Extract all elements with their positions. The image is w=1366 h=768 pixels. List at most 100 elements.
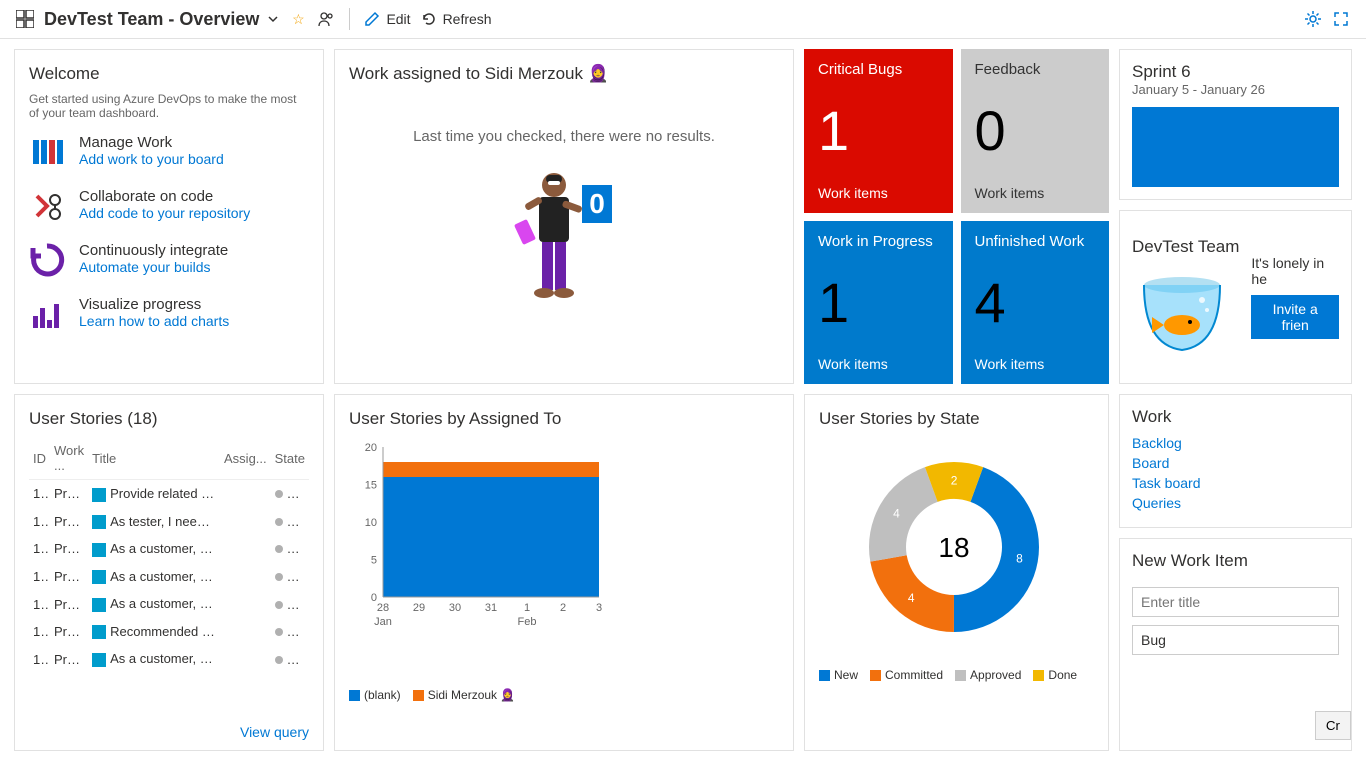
tile-subtitle: Work items (818, 185, 939, 201)
stories-table: IDWork ...TitleAssig...State 1531Produ..… (29, 437, 309, 673)
work-link[interactable]: Queries (1132, 495, 1339, 511)
state-chart-title: User Stories by State (819, 409, 1094, 429)
chevron-down-icon (267, 13, 279, 25)
tile-title: Feedback (975, 61, 1096, 78)
table-row[interactable]: 1532Produ...As tester, I need to test t.… (29, 508, 309, 536)
tile-value: 1 (818, 103, 939, 159)
state-dot-icon (275, 656, 283, 664)
dashboard-icon (16, 10, 34, 28)
welcome-item: Continuously integrateAutomate your buil… (29, 242, 309, 278)
welcome-item-link[interactable]: Learn how to add charts (79, 313, 229, 329)
tile-title: Work in Progress (818, 233, 939, 250)
assigned-chart: 0510152028Jan2930311Feb23 (349, 437, 639, 677)
new-item-type-select[interactable]: Bug (1132, 625, 1339, 655)
page-title[interactable]: DevTest Team - Overview (44, 9, 279, 30)
state-dot-icon (275, 628, 283, 636)
assigned-title: Work assigned to Sidi Merzouk 🧕 (349, 64, 779, 84)
assigned-illustration: 0 (349, 165, 779, 315)
svg-text:2: 2 (951, 474, 958, 488)
favorite-star-icon[interactable]: ☆ (289, 10, 307, 28)
state-dot-icon (275, 601, 283, 609)
table-row[interactable]: 1533Produ...As a customer, I should ...N… (29, 535, 309, 563)
column-header[interactable]: State (271, 437, 309, 480)
sprint-burndown-bar (1132, 107, 1339, 187)
tile-subtitle: Work items (975, 356, 1096, 372)
metric-tile[interactable]: Feedback 0 Work items (961, 49, 1110, 213)
stories-title: User Stories (18) (29, 409, 309, 429)
work-link[interactable]: Task board (1132, 475, 1339, 491)
legend-item: Approved (955, 668, 1021, 682)
metric-tile[interactable]: Work in Progress 1 Work items (804, 221, 953, 385)
svg-text:10: 10 (365, 517, 377, 529)
welcome-item-title: Manage Work (79, 134, 224, 151)
welcome-item-link[interactable]: Add code to your repository (79, 205, 250, 221)
state-dot-icon (275, 545, 283, 553)
table-row[interactable]: 1537Produ...As a customer, I would li...… (29, 645, 309, 673)
table-row[interactable]: 1536Produ...Recommended products...New (29, 618, 309, 646)
tile-title: Unfinished Work (975, 233, 1096, 250)
welcome-item: Visualize progressLearn how to add chart… (29, 296, 309, 332)
work-links-widget: Work BacklogBoardTask boardQueries (1119, 394, 1352, 528)
work-link[interactable]: Board (1132, 455, 1339, 471)
work-link[interactable]: Backlog (1132, 435, 1339, 451)
pencil-icon (364, 11, 380, 27)
state-chart-legend: NewCommittedApprovedDone (819, 668, 1094, 682)
refresh-button[interactable]: Refresh (421, 11, 492, 27)
work-item-icon (92, 543, 106, 557)
svg-text:29: 29 (413, 602, 425, 614)
metric-tile[interactable]: Unfinished Work 4 Work items (961, 221, 1110, 385)
welcome-item-link[interactable]: Add work to your board (79, 151, 224, 167)
table-row[interactable]: 1534Produ...As a customer, I should ...N… (29, 563, 309, 591)
gear-icon[interactable] (1304, 10, 1322, 28)
stories-by-assigned-widget: User Stories by Assigned To 0510152028Ja… (334, 394, 794, 751)
column-header[interactable]: Title (88, 437, 220, 480)
tile-value: 4 (975, 275, 1096, 331)
sprint-title: Sprint 6 (1132, 62, 1339, 82)
new-item-title-input[interactable] (1132, 587, 1339, 617)
tile-value: 1 (818, 275, 939, 331)
assigned-chart-legend: (blank)Sidi Merzouk 🧕 (349, 688, 779, 702)
metric-tile[interactable]: Critical Bugs1Work items (804, 49, 953, 213)
work-item-icon (92, 653, 106, 667)
tile-value: 0 (975, 103, 1096, 159)
sprint-widget: Sprint 6 January 5 - January 26 (1119, 49, 1352, 200)
svg-text:20: 20 (365, 442, 377, 454)
team-icon[interactable] (317, 10, 335, 28)
right-column-bottom: Work BacklogBoardTask boardQueries New W… (1119, 394, 1352, 751)
svg-text:4: 4 (908, 591, 915, 605)
divider (349, 8, 350, 30)
column-header[interactable]: Work ... (50, 437, 88, 480)
column-header[interactable]: ID (29, 437, 50, 480)
legend-item: Sidi Merzouk 🧕 (413, 688, 516, 702)
team-title: DevTest Team (1132, 237, 1239, 257)
column-header[interactable]: Assig... (220, 437, 271, 480)
legend-item: New (819, 668, 858, 682)
assigned-work-widget: Work assigned to Sidi Merzouk 🧕 Last tim… (334, 49, 794, 384)
welcome-item-link[interactable]: Automate your builds (79, 259, 228, 275)
create-button[interactable]: Cr (1315, 711, 1351, 740)
svg-text:28: 28 (377, 602, 389, 614)
invite-friend-button[interactable]: Invite a frien (1251, 295, 1339, 339)
welcome-item-title: Visualize progress (79, 296, 229, 313)
svg-text:3: 3 (596, 602, 602, 614)
welcome-item-icon (29, 242, 65, 278)
team-widget: DevTest Team It's lonely in he Invite a … (1119, 210, 1352, 384)
svg-text:2: 2 (560, 602, 566, 614)
top-bar: DevTest Team - Overview ☆ Edit Refresh (0, 0, 1366, 39)
tile-subtitle: Work items (818, 356, 939, 372)
welcome-item: Collaborate on codeAdd code to your repo… (29, 188, 309, 224)
user-stories-widget: User Stories (18) IDWork ...TitleAssig..… (14, 394, 324, 751)
work-item-icon (92, 598, 106, 612)
work-item-icon (92, 488, 106, 502)
edit-button[interactable]: Edit (364, 11, 410, 27)
welcome-item-icon (29, 134, 65, 170)
state-dot-icon (275, 490, 283, 498)
svg-text:5: 5 (371, 555, 377, 567)
welcome-subtitle: Get started using Azure DevOps to make t… (29, 92, 309, 120)
view-query-link[interactable]: View query (240, 724, 309, 740)
fullscreen-icon[interactable] (1332, 10, 1350, 28)
legend-item: Committed (870, 668, 943, 682)
table-row[interactable]: 1535Produ...As a customer, I would li...… (29, 590, 309, 618)
tile-subtitle: Work items (975, 185, 1096, 201)
table-row[interactable]: 1531Produ...Provide related items or ...… (29, 480, 309, 508)
